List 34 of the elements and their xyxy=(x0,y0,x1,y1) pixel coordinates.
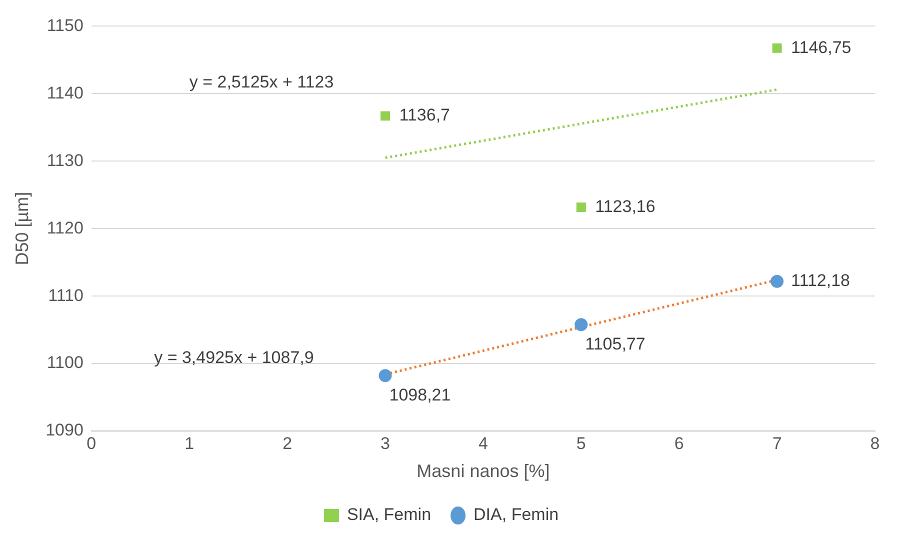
y-tick-label: 1140 xyxy=(46,83,84,102)
point xyxy=(576,202,586,212)
x-tick-label: 5 xyxy=(576,434,586,453)
x-tick-label: 8 xyxy=(870,434,880,453)
legend-label: SIA, Femin xyxy=(346,505,432,524)
data-label: 1112,18 xyxy=(791,271,850,290)
y-tick-label: 1110 xyxy=(48,286,84,305)
point xyxy=(378,369,392,382)
data-label: 1105,77 xyxy=(585,334,646,354)
annotation: y = 2,5125x + 1123 xyxy=(189,72,334,92)
y-tick-label: 1130 xyxy=(46,150,84,170)
data-label: 1123,16 xyxy=(595,196,656,216)
point xyxy=(772,43,782,53)
x-tick-label: 0 xyxy=(86,434,96,453)
y-tick-label: 1090 xyxy=(46,420,84,440)
y-tick-label: 1120 xyxy=(46,218,84,238)
data-label: 1136,7 xyxy=(399,106,450,125)
x-tick-label: 7 xyxy=(772,434,782,453)
x-tick-label: 2 xyxy=(282,434,292,453)
x-tick-label: 1 xyxy=(184,434,194,453)
point xyxy=(380,111,390,121)
data-label: 1098,21 xyxy=(389,385,451,404)
y-tick-label: 1150 xyxy=(46,16,84,35)
x-tick-label: 6 xyxy=(674,434,684,453)
y-tick-label: 1100 xyxy=(46,353,84,372)
data-label: 1146,75 xyxy=(791,38,852,57)
point xyxy=(770,274,784,288)
x-tick-label: 3 xyxy=(380,434,390,453)
annotation: y = 3,4925x + 1087,9 xyxy=(154,348,314,367)
x-tick-label: 4 xyxy=(478,434,488,453)
x-axis-title: Masni nanos [%] xyxy=(416,461,550,482)
legend-label: DIA, Femin xyxy=(474,505,559,524)
point xyxy=(574,318,588,332)
y-axis-title: D50 [µm] xyxy=(12,192,32,266)
